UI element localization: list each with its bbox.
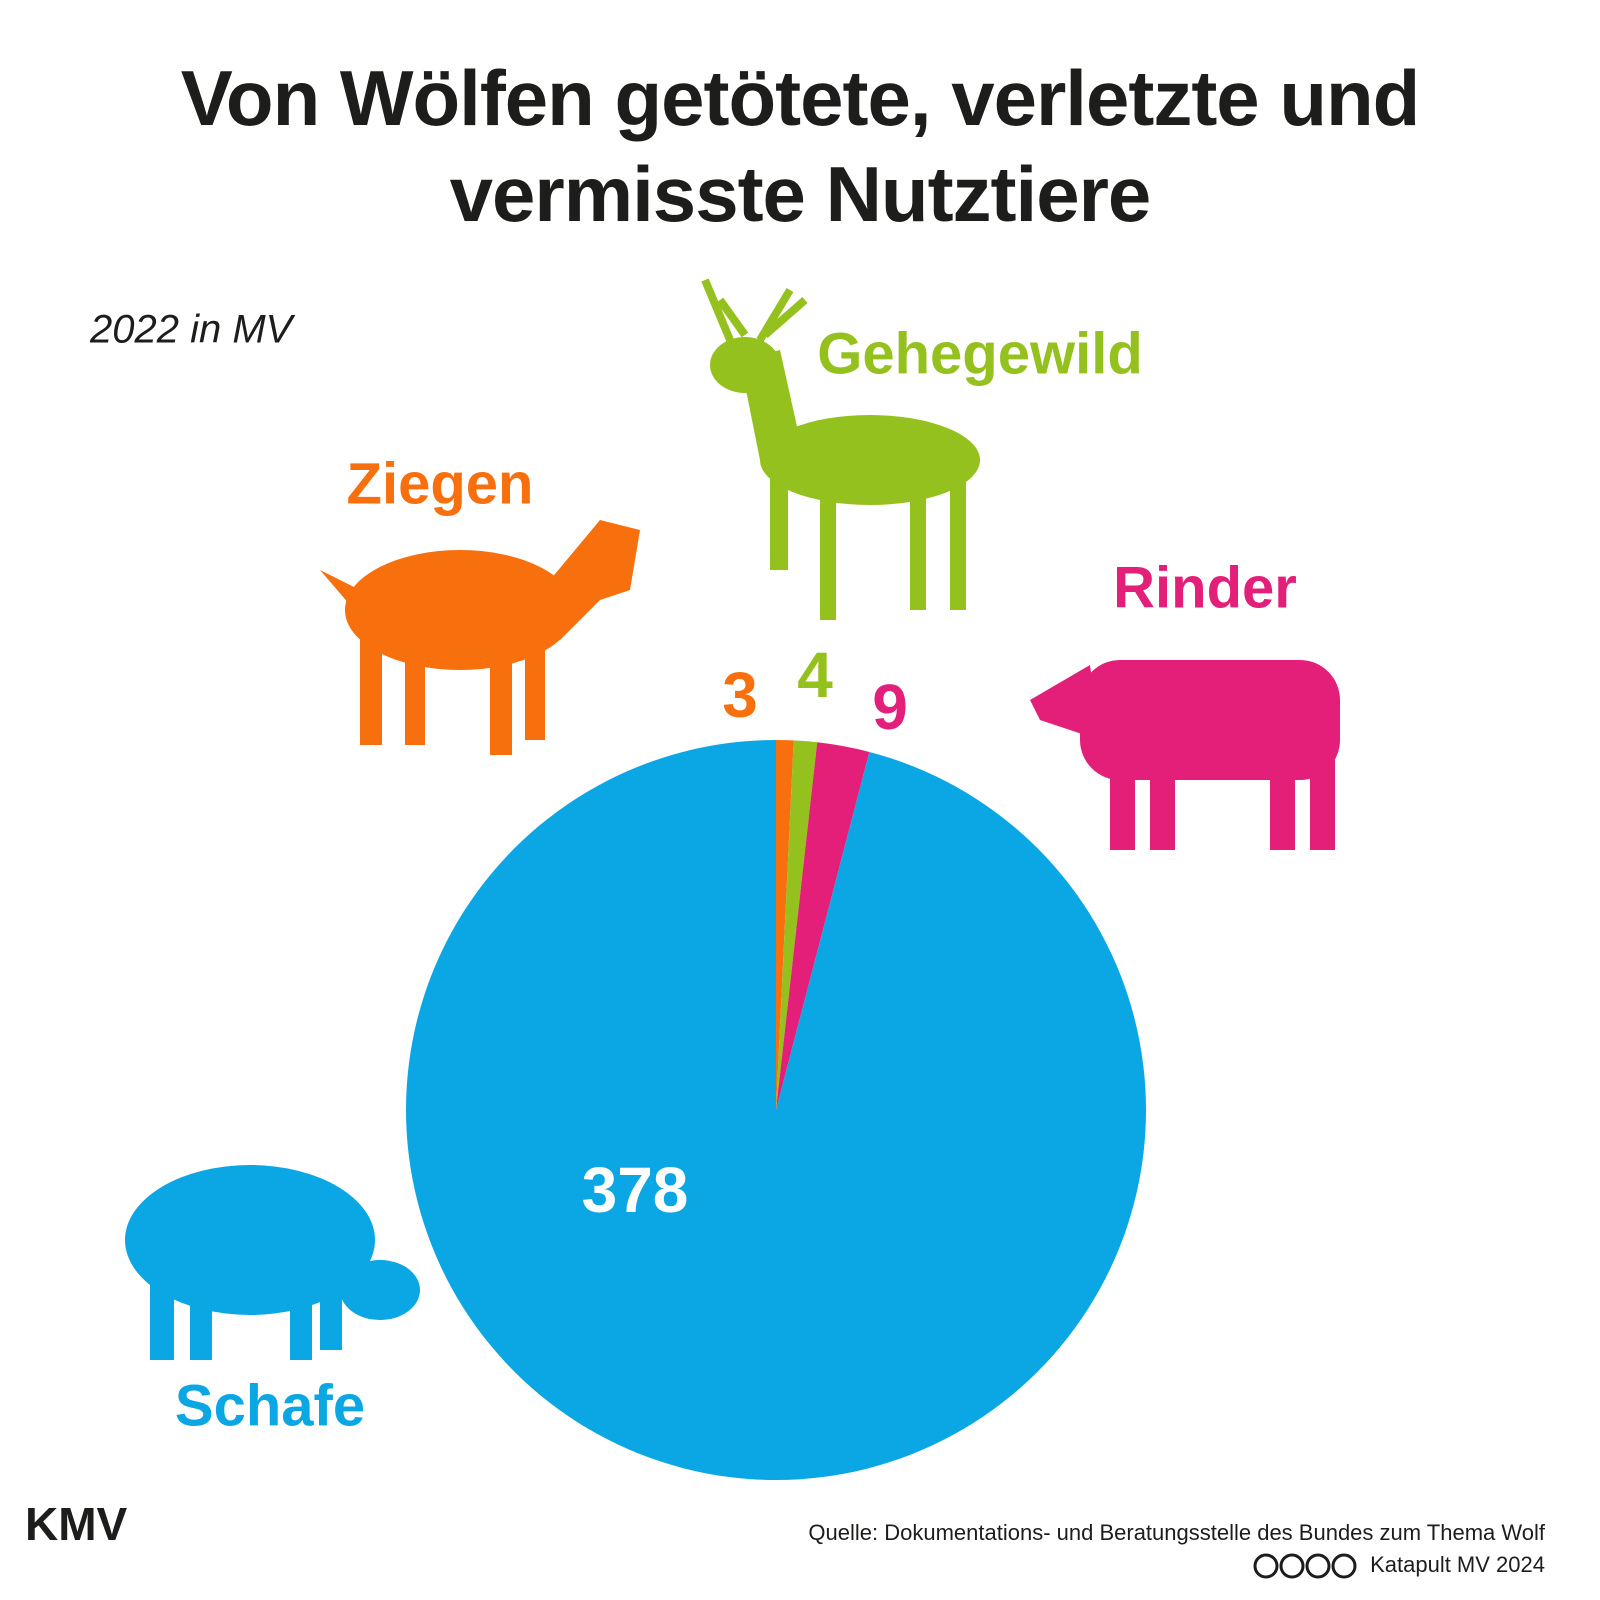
pie-slice [405, 740, 1146, 1481]
category-label: Rinder [1113, 555, 1297, 620]
credit: Katapult MV 2024 [1370, 1552, 1545, 1577]
pie-slice [776, 740, 818, 1110]
goat-icon [320, 520, 640, 755]
value-label: 4 [797, 639, 833, 711]
pie-slice [776, 740, 794, 1110]
source: Quelle: Dokumentations- und Beratungsste… [808, 1520, 1545, 1545]
value-label: 9 [872, 671, 908, 743]
pie-slice [776, 742, 870, 1110]
category-label: Schafe [175, 1373, 365, 1438]
sheep-icon [125, 1165, 420, 1360]
category-label: Gehegewild [817, 321, 1143, 386]
license-icons [1253, 1553, 1357, 1579]
category-label: Ziegen [347, 451, 534, 516]
cow-icon [1030, 660, 1340, 850]
chart-title: Von Wölfen getötete, verletzte und vermi… [180, 54, 1421, 238]
value-label: 3 [722, 659, 758, 731]
logo: KMV [25, 1498, 128, 1550]
deer-icon [701, 278, 980, 620]
subtitle: 2022 in MV [89, 308, 296, 352]
value-label: 378 [582, 1154, 689, 1226]
